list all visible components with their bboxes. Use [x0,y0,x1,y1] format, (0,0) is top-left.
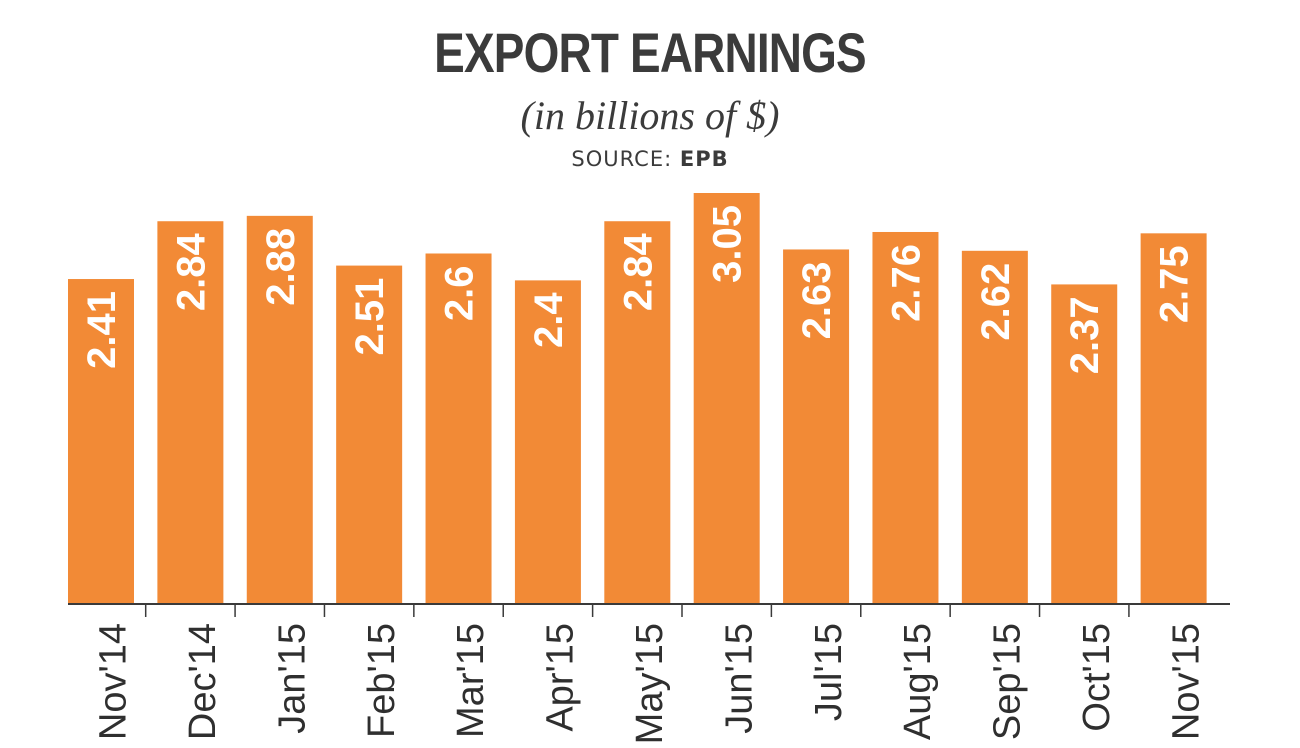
category-labels: Nov'14 Dec'14 Jan'15 Feb'15 Mar'15 Apr'15 May'… [93,623,1208,744]
bar-2 [246,215,313,603]
value-label-8: 2.63 [795,261,839,339]
bar-10 [961,250,1028,603]
value-label-1: 2.84 [169,232,213,311]
value-label-9: 2.76 [884,244,928,322]
category-label-1: Dec'14 [182,623,224,740]
value-label-12: 2.75 [1153,245,1197,323]
category-label-0: Nov'14 [93,623,135,740]
category-label-11: Oct'15 [1076,623,1118,732]
category-label-10: Sep'15 [987,623,1029,740]
bar-5 [514,280,581,603]
category-label-4: Mar'15 [450,623,492,738]
bar-1 [157,221,224,604]
source-name: EPB [679,147,729,171]
category-label-5: Apr'15 [540,623,582,732]
source-label: SOURCE: [571,147,673,171]
chart-title: EXPORT EARNINGS [434,21,866,84]
value-label-11: 2.37 [1063,296,1107,374]
bar-9 [872,231,939,603]
category-label-9: Aug'15 [897,623,939,740]
x-axis [68,603,1230,617]
chart-source: SOURCE: EPB [0,147,1300,171]
value-label-0: 2.41 [80,291,124,369]
bar-11 [1051,284,1118,603]
category-label-12: Nov'15 [1165,623,1207,740]
category-label-6: May'15 [629,623,671,744]
category-label-3: Feb'15 [361,623,403,738]
value-label-4: 2.6 [438,265,482,321]
bar-6 [604,221,671,604]
value-label-3: 2.51 [348,278,392,356]
value-label-2: 2.88 [259,228,303,306]
bar-0 [68,279,134,603]
bar-3 [336,265,403,603]
bar-8 [783,249,850,603]
category-label-7: Jun'15 [718,623,760,734]
bar-4 [425,253,492,603]
chart-subtitle: (in billions of $) [520,93,780,138]
category-label-2: Jan'15 [271,623,313,734]
bar-12 [1140,233,1207,603]
value-label-5: 2.4 [527,292,571,348]
value-label-7: 3.05 [706,205,750,283]
value-label-6: 2.84 [616,232,660,311]
category-label-8: Jul'15 [808,623,850,721]
value-label-10: 2.62 [974,263,1018,341]
bars-group: 2.41 2.84 2.88 2.51 2.6 2.4 2.84 3.05 2.63 2.76 2.… [68,193,1207,604]
bar-7 [693,193,760,603]
